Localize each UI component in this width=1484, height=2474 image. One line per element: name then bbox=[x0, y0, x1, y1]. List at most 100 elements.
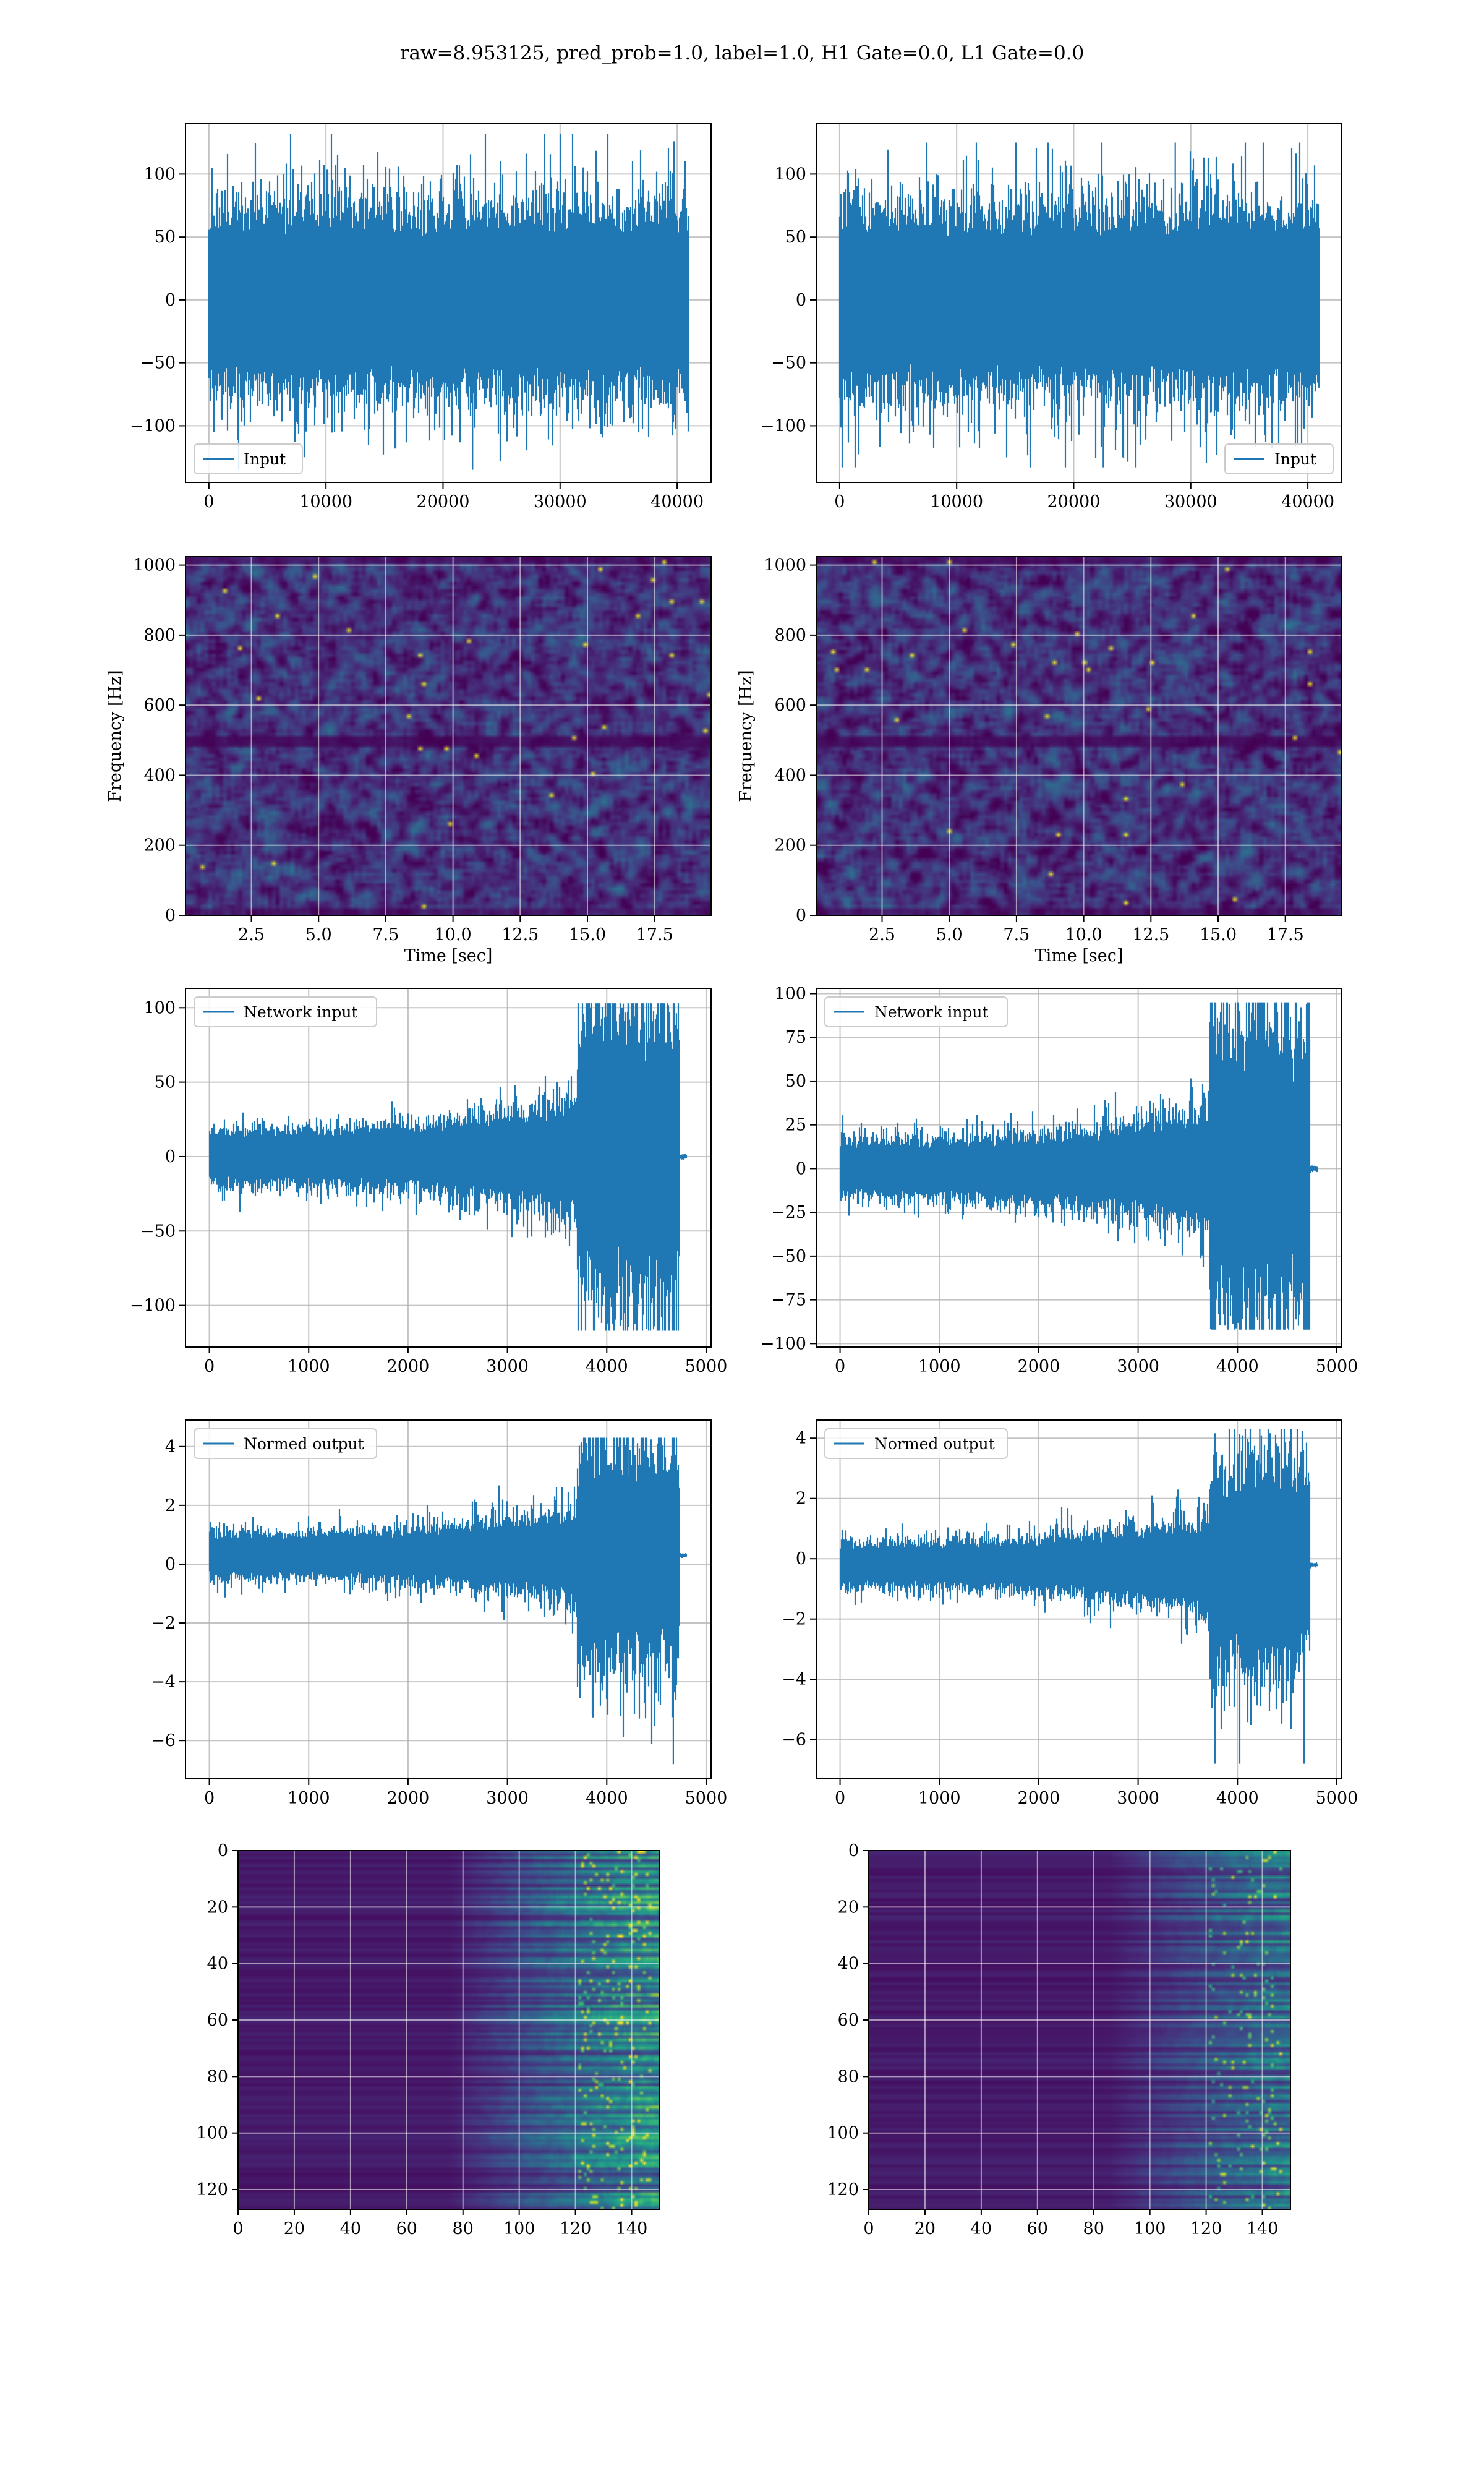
y-tick-label: 50 bbox=[785, 228, 806, 247]
heatmap-image bbox=[869, 1851, 1290, 2209]
legend: Input bbox=[1224, 443, 1334, 474]
x-tick-label: 3000 bbox=[486, 1789, 529, 1808]
chart-spec-l1: 2.5 5.0 7.5 10.0 12.5 15.0 17.5 0 200 400 600 800 10… bbox=[736, 556, 1342, 965]
y-tick-label: −100 bbox=[130, 416, 176, 435]
y-tick-label: 0 bbox=[165, 291, 176, 310]
y-tick-label: 100 bbox=[143, 165, 176, 184]
x-tick-label: 15.0 bbox=[569, 925, 606, 944]
legend-label: Network input bbox=[244, 1003, 357, 1021]
x-tick-label: 140 bbox=[1247, 2219, 1279, 2238]
chart-feat-l1: 0 20 40 60 80 100 120 140 0 20 40 60 80 100 120 bbox=[827, 1841, 1291, 2238]
x-tick-label: 1000 bbox=[918, 1789, 961, 1808]
y-tick-label: 200 bbox=[774, 836, 806, 855]
y-tick-label: −2 bbox=[782, 1610, 806, 1629]
chart-normout-h1: 0 1000 2000 3000 4000 5000 −6 −4 −2 0 2 4 Normed out… bbox=[151, 1419, 728, 1808]
legend-label: Network input bbox=[874, 1003, 988, 1021]
y-tick-label: 0 bbox=[796, 291, 806, 310]
y-tick-label: 0 bbox=[796, 1159, 806, 1178]
plot-frame bbox=[185, 988, 712, 1348]
x-tick-label: 2000 bbox=[1018, 1789, 1060, 1808]
y-tick-label: 0 bbox=[796, 906, 806, 925]
heatmap-image bbox=[186, 557, 711, 915]
y-tick-label: −50 bbox=[771, 354, 806, 373]
y-tick-label: −100 bbox=[761, 1334, 806, 1353]
y-tick-label: 0 bbox=[796, 1549, 806, 1569]
x-tick-label: 60 bbox=[396, 2219, 417, 2238]
x-tick-label: 7.5 bbox=[1003, 925, 1030, 944]
x-tick-label: 2.5 bbox=[238, 925, 265, 944]
y-tick-label: 600 bbox=[774, 696, 806, 715]
x-tick-label: 0 bbox=[203, 492, 214, 511]
series-line bbox=[838, 142, 1320, 468]
plot-frame bbox=[237, 1850, 660, 2210]
legend: Normed output bbox=[824, 1428, 1008, 1459]
y-tick-label: −4 bbox=[151, 1672, 176, 1692]
x-tick-label: 2000 bbox=[387, 1357, 430, 1376]
series-line bbox=[208, 134, 689, 470]
y-tick-label: 40 bbox=[207, 1954, 228, 1974]
x-tick-label: 20000 bbox=[1047, 492, 1101, 511]
y-tick-label: 0 bbox=[218, 1841, 228, 1860]
legend-label: Input bbox=[1274, 450, 1316, 468]
y-tick-label: −25 bbox=[771, 1203, 806, 1222]
x-tick-label: 120 bbox=[560, 2219, 592, 2238]
x-tick-label: 0 bbox=[863, 2219, 874, 2238]
x-tick-label: 3000 bbox=[1117, 1357, 1159, 1376]
x-tick-label: 4000 bbox=[1216, 1789, 1259, 1808]
legend-label: Normed output bbox=[244, 1435, 364, 1453]
y-tick-label: 120 bbox=[827, 2180, 859, 2199]
y-tick-label: −50 bbox=[140, 354, 176, 373]
x-tick-label: 40000 bbox=[650, 492, 704, 511]
legend-box bbox=[824, 996, 1008, 1027]
x-tick-label: 20 bbox=[284, 2219, 305, 2238]
x-tick-label: 5000 bbox=[1316, 1789, 1358, 1808]
x-tick-label: 140 bbox=[616, 2219, 648, 2238]
page-title: raw=8.953125, pred_prob=1.0, label=1.0, … bbox=[399, 42, 1085, 64]
plot-frame bbox=[816, 1419, 1342, 1779]
y-tick-label: −50 bbox=[140, 1222, 176, 1241]
x-tick-label: 3000 bbox=[486, 1357, 529, 1376]
y-tick-label: 25 bbox=[785, 1116, 806, 1135]
x-tick-label: 10000 bbox=[930, 492, 983, 511]
series-line bbox=[208, 1437, 688, 1765]
y-tick-label: 75 bbox=[785, 1028, 806, 1047]
chart-input-l1: 0 10000 20000 30000 40000 −100 −50 0 50 100 Input bbox=[761, 123, 1342, 511]
y-tick-label: 100 bbox=[827, 2124, 859, 2143]
series-line bbox=[839, 1429, 1318, 1764]
y-tick-label: 100 bbox=[774, 984, 806, 1003]
y-tick-label: 400 bbox=[143, 766, 176, 785]
chart-netin-h1: 0 1000 2000 3000 4000 5000 −100 −50 0 50 100 Networ… bbox=[130, 988, 727, 1376]
x-tick-label: 10000 bbox=[299, 492, 352, 511]
legend-label: Normed output bbox=[874, 1435, 995, 1453]
legend-box bbox=[194, 996, 377, 1027]
plot-frame bbox=[185, 1419, 712, 1779]
y-tick-label: −100 bbox=[130, 1296, 176, 1316]
x-tick-label: 60 bbox=[1027, 2219, 1048, 2238]
y-tick-label: 60 bbox=[207, 2011, 228, 2030]
y-tick-label: 0 bbox=[165, 906, 176, 925]
x-tick-label: 5000 bbox=[685, 1357, 728, 1376]
y-tick-label: 0 bbox=[848, 1841, 859, 1860]
x-tick-label: 10.0 bbox=[1065, 925, 1102, 944]
x-tick-label: 2.5 bbox=[869, 925, 895, 944]
y-tick-label: −6 bbox=[151, 1731, 176, 1750]
legend: Normed output bbox=[194, 1428, 377, 1459]
x-tick-label: 0 bbox=[204, 1357, 215, 1376]
y-tick-label: −4 bbox=[782, 1670, 806, 1689]
y-tick-label: 4 bbox=[796, 1429, 806, 1448]
x-tick-label: 100 bbox=[503, 2219, 535, 2238]
y-tick-label: 800 bbox=[143, 626, 176, 645]
x-tick-label: 5000 bbox=[685, 1789, 728, 1808]
legend-box bbox=[194, 443, 303, 474]
y-tick-label: 400 bbox=[774, 766, 806, 785]
chart-netin-l1: 0 1000 2000 3000 4000 5000 −100 −75 −50 −25 0 25 50 7… bbox=[761, 984, 1358, 1376]
y-tick-label: −50 bbox=[771, 1247, 806, 1266]
x-tick-label: 2000 bbox=[387, 1789, 430, 1808]
y-tick-label: 200 bbox=[143, 836, 176, 855]
y-tick-label: 100 bbox=[196, 2124, 228, 2143]
x-tick-label: 1000 bbox=[288, 1789, 330, 1808]
x-tick-label: 30000 bbox=[534, 492, 587, 511]
y-tick-label: −100 bbox=[761, 416, 806, 435]
